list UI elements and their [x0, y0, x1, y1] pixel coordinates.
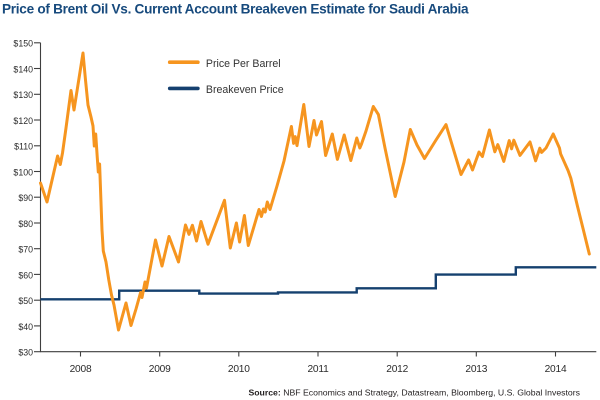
- svg-text:2011: 2011: [307, 364, 329, 375]
- svg-text:2008: 2008: [70, 364, 92, 375]
- svg-text:Price Per Barrel: Price Per Barrel: [206, 58, 281, 70]
- svg-text:$100: $100: [13, 167, 33, 177]
- svg-text:$60: $60: [18, 270, 33, 280]
- svg-text:$50: $50: [18, 296, 33, 306]
- svg-text:2012: 2012: [386, 364, 408, 375]
- svg-text:$80: $80: [18, 219, 33, 229]
- svg-text:Source: NBF Economics and Stra: Source: NBF Economics and Strategy, Data…: [248, 388, 580, 398]
- svg-text:2014: 2014: [545, 364, 567, 375]
- svg-text:2013: 2013: [465, 364, 487, 375]
- svg-text:2010: 2010: [228, 364, 250, 375]
- svg-text:$30: $30: [18, 348, 33, 358]
- svg-text:$150: $150: [13, 39, 33, 49]
- svg-text:2009: 2009: [149, 364, 171, 375]
- svg-text:$70: $70: [18, 245, 33, 255]
- svg-text:Price of Brent Oil Vs. Current: Price of Brent Oil Vs. Current Account B…: [2, 2, 469, 17]
- svg-text:$130: $130: [13, 90, 33, 100]
- svg-text:$110: $110: [14, 142, 33, 152]
- svg-text:$140: $140: [13, 64, 33, 74]
- svg-text:$40: $40: [18, 322, 33, 332]
- svg-text:Breakeven Price: Breakeven Price: [206, 84, 284, 96]
- svg-text:$120: $120: [13, 116, 33, 126]
- svg-text:$90: $90: [18, 193, 33, 203]
